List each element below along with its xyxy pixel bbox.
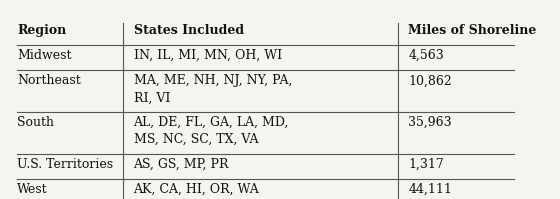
Text: 44,111: 44,111 bbox=[408, 183, 452, 196]
Text: 10,862: 10,862 bbox=[408, 74, 452, 88]
Text: U.S. Territories: U.S. Territories bbox=[17, 158, 113, 171]
Text: MA, ME, NH, NJ, NY, PA,
RI, VI: MA, ME, NH, NJ, NY, PA, RI, VI bbox=[133, 74, 292, 104]
Text: South: South bbox=[17, 116, 54, 129]
Text: Miles of Shoreline: Miles of Shoreline bbox=[408, 24, 537, 37]
Text: West: West bbox=[17, 183, 48, 196]
Text: IN, IL, MI, MN, OH, WI: IN, IL, MI, MN, OH, WI bbox=[133, 49, 282, 62]
Text: AS, GS, MP, PR: AS, GS, MP, PR bbox=[133, 158, 229, 171]
Text: Northeast: Northeast bbox=[17, 74, 81, 88]
Text: 35,963: 35,963 bbox=[408, 116, 452, 129]
Text: 4,563: 4,563 bbox=[408, 49, 444, 62]
Text: AL, DE, FL, GA, LA, MD,
MS, NC, SC, TX, VA: AL, DE, FL, GA, LA, MD, MS, NC, SC, TX, … bbox=[133, 116, 289, 146]
Text: AK, CA, HI, OR, WA: AK, CA, HI, OR, WA bbox=[133, 183, 259, 196]
Text: 1,317: 1,317 bbox=[408, 158, 444, 171]
Text: Region: Region bbox=[17, 24, 67, 37]
Text: States Included: States Included bbox=[133, 24, 244, 37]
Text: Midwest: Midwest bbox=[17, 49, 72, 62]
